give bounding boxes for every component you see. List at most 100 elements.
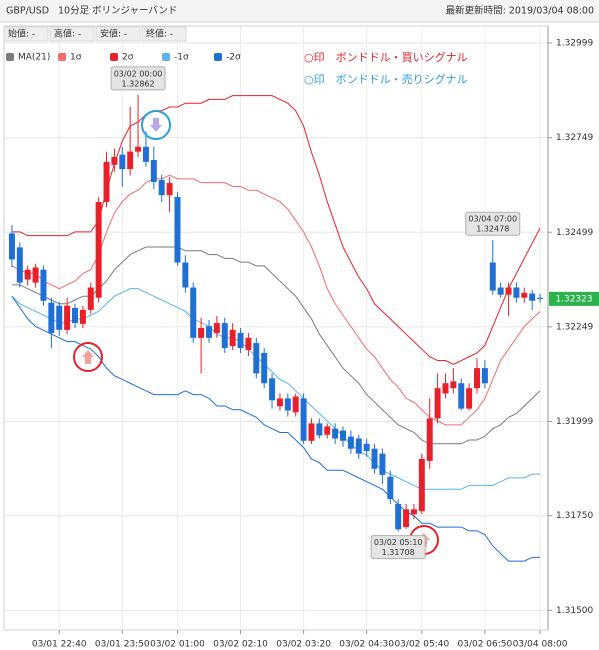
candle-body: [403, 509, 410, 528]
overlay: 始値: - 高値: - 安値: - 終値: - 1.32999 1.32749 1.3249…: [3, 26, 599, 650]
candle-body: [324, 426, 331, 435]
candle-body: [387, 476, 394, 500]
candle-body: [166, 183, 173, 196]
field-box: [49, 26, 95, 42]
legend-marker: [110, 53, 118, 61]
candle-body: [410, 509, 417, 515]
last-price-tag: [549, 291, 599, 306]
candle-body: [537, 297, 544, 299]
symbol: GBP/USD: [6, 6, 49, 17]
x-tick-label: 03/04 08:00: [513, 640, 568, 650]
updated-time: 最新更新時間: 2019/03/04 08:00: [446, 5, 594, 17]
x-tick-label: 03/02 04:30: [339, 640, 394, 650]
candle-body: [87, 287, 94, 310]
y-tick-label: 1.32499: [556, 228, 593, 238]
candle-body: [111, 156, 118, 165]
candle-body: [48, 302, 55, 333]
candle-body: [521, 292, 528, 298]
candle-body: [284, 398, 291, 411]
y-tick-label: 1.32999: [556, 39, 593, 49]
last-price-label: 1.32323: [555, 294, 592, 304]
candle-body: [418, 458, 425, 512]
candle-body: [135, 146, 142, 152]
legend-marker: [58, 53, 66, 61]
callout-box: [370, 535, 426, 560]
band-line: [11, 246, 541, 445]
timeframe: 10分足: [58, 6, 90, 17]
legend-label: MA(21): [18, 53, 50, 63]
signal-legend: ○印 ボンドドル・買いシグナル: [304, 50, 468, 64]
legend-label: 1σ: [70, 53, 82, 63]
callout-value: 1.31708: [382, 548, 415, 557]
band-line: [11, 288, 541, 490]
candle-body: [64, 305, 71, 330]
candle-body: [292, 396, 299, 413]
candle-body: [340, 430, 346, 441]
candle-body: [379, 453, 386, 475]
candle-body: [213, 323, 220, 333]
candle-body: [505, 287, 512, 295]
grid: [4, 26, 552, 634]
callout-time: 03/02 00:00: [114, 69, 163, 78]
candle-body: [253, 343, 260, 374]
plot-frame: [3, 25, 549, 631]
legend-label: 2σ: [122, 53, 134, 63]
candle-body: [300, 398, 307, 441]
sell-arrow: [150, 118, 162, 132]
candle-body: [190, 287, 197, 338]
candle-body: [119, 154, 126, 170]
candle-body: [127, 151, 134, 170]
x-tick-label: 03/01 23:50: [95, 640, 150, 650]
callout-box: [465, 211, 521, 236]
candle-body: [513, 287, 520, 298]
field-box: [3, 26, 49, 42]
x-tick-label: 03/01 22:40: [32, 640, 87, 650]
candle-body: [198, 328, 205, 338]
candle-body: [458, 383, 465, 409]
callout-value: 1.32478: [476, 225, 509, 234]
candles: [8, 94, 544, 532]
legend-label: -2σ: [226, 53, 241, 63]
indicator: ボリンジャーバンド: [92, 6, 177, 17]
y-tick-label: 1.31999: [556, 417, 593, 427]
candle-body: [276, 398, 283, 407]
candle-body: [529, 293, 536, 301]
candle-body: [261, 352, 268, 384]
band-line: [11, 95, 541, 365]
candle-body: [40, 269, 47, 301]
callout-time: 03/04 07:00: [468, 215, 517, 224]
candle-body: [308, 423, 315, 441]
candle-body: [466, 388, 473, 409]
field-label: 始値: -: [8, 28, 35, 40]
candle-body: [363, 443, 370, 451]
candle-body: [481, 368, 488, 384]
field-label: 終値: -: [146, 28, 173, 40]
candle-body: [450, 381, 457, 389]
candle-body: [56, 305, 63, 330]
candle-body: [182, 262, 189, 288]
field-box: [141, 26, 187, 42]
candle-body: [332, 428, 339, 439]
candle-body: [347, 436, 354, 449]
x-tick-label: 03/02 06:50: [458, 640, 513, 650]
legend-marker: [6, 53, 14, 61]
candle-body: [24, 269, 31, 280]
x-tick-label: 03/02 02:10: [213, 640, 268, 650]
y-tick-label: 1.32249: [556, 322, 593, 332]
bands: [11, 95, 541, 562]
candle-body: [245, 337, 252, 350]
y-tick-label: 1.32749: [556, 133, 593, 143]
field-label: 高値: -: [54, 28, 81, 40]
sell-signal-circle: [141, 110, 171, 140]
candle-body: [229, 329, 236, 347]
buy-arrow: [82, 350, 94, 364]
candle-body: [442, 383, 449, 394]
x-tick-label: 03/02 01:00: [150, 640, 205, 650]
candle-body: [158, 180, 165, 196]
candle-body: [426, 418, 433, 461]
candle-body: [269, 378, 276, 401]
field-label: 安値: -: [100, 28, 127, 40]
candle-body: [16, 247, 23, 283]
candle-body: [103, 161, 110, 202]
signal-icons: [73, 110, 439, 555]
